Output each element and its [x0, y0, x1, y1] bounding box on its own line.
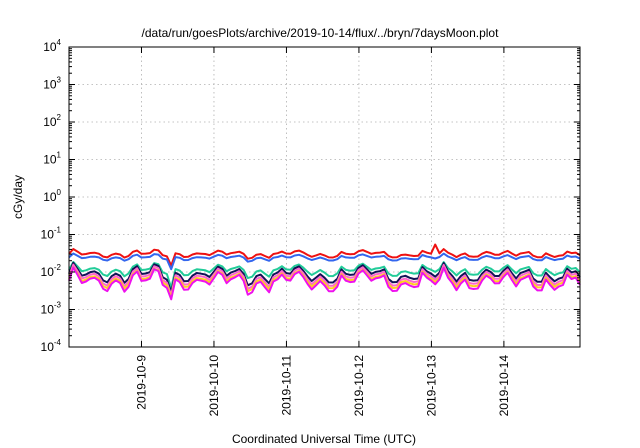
ticks: [69, 46, 580, 348]
grid: [69, 47, 580, 347]
series-layer: [68, 243, 581, 301]
series-line: [68, 243, 581, 267]
x-tick-label: 2019-10-10: [207, 355, 221, 417]
series-line: [68, 263, 581, 296]
series-line: [68, 261, 581, 289]
y-tick-label: 101: [43, 151, 61, 167]
x-tick-label: 2019-10-12: [352, 355, 366, 417]
y-tick-label: 10-2: [41, 263, 62, 279]
series-line: [68, 266, 581, 301]
y-tick-label: 100: [43, 188, 61, 204]
x-tick-label: 2019-10-11: [279, 355, 293, 416]
y-tick-labels: 10-4 10-3 10-2 10-1 100 101 102 103 104: [41, 38, 62, 354]
x-axis-label: Coordinated Universal Time (UTC): [232, 432, 416, 446]
y-axis-label: cGy/day: [11, 175, 25, 219]
y-tick-label: 10-1: [41, 226, 62, 242]
series-line: [68, 252, 581, 271]
y-tick-label: 10-4: [41, 338, 62, 354]
y-tick-label: 102: [43, 113, 61, 129]
chart-title: /data/run/goesPlots/archive/2019-10-14/f…: [142, 26, 500, 40]
y-tick-label: 10-3: [41, 301, 62, 317]
series-line: [68, 261, 581, 294]
x-tick-label: 2019-10-13: [424, 355, 438, 417]
x-tick-label: 2019-10-14: [497, 355, 511, 417]
x-tick-label: 2019-10-9: [134, 355, 148, 410]
y-tick-label: 103: [43, 76, 61, 92]
x-tick-labels: 2019-10-9 2019-10-10 2019-10-11 2019-10-12 2…: [134, 355, 510, 417]
y-tick-label: 104: [43, 38, 61, 54]
